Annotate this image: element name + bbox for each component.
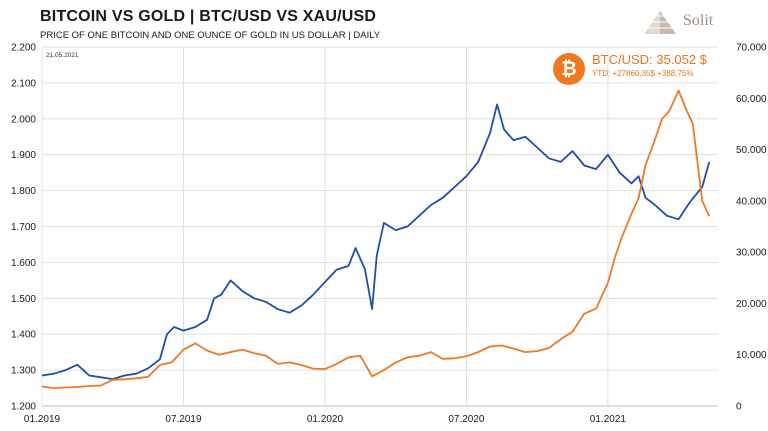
series-lines (41, 89, 711, 390)
right-tick-label: 40.000 (736, 196, 767, 207)
left-tick-label: 1.300 (11, 366, 36, 377)
right-tick-label: 70.000 (736, 43, 767, 54)
left-tick-label: 2.000 (11, 114, 36, 125)
x-tick-label: 07.2020 (448, 414, 485, 425)
right-tick-label: 20.000 (736, 299, 767, 310)
left-tick-label: 1.200 (11, 402, 36, 413)
right-axis: 0 10.000 20.000 30.000 40.000 50.000 60.000 70.… (736, 43, 767, 413)
right-tick-label: 0 (736, 402, 742, 413)
left-tick-label: 1.400 (11, 330, 36, 341)
x-tick-label: 01.2019 (24, 414, 61, 425)
left-tick-label: 1.600 (11, 258, 36, 269)
right-tick-label: 10.000 (736, 350, 767, 361)
solit-logo: Solit (643, 8, 763, 38)
x-tick-label: 01.2020 (307, 414, 344, 425)
bitcoin-icon: ₿ (553, 53, 585, 85)
btc-ytd-label: YTD: +27860,35$ +388,75% (592, 69, 694, 78)
right-tick-label: 50.000 (736, 145, 767, 156)
btc-line (41, 89, 711, 390)
logo-text: Solit (683, 12, 714, 29)
x-axis: 01.2019 07.2019 01.2020 07.2020 01.2021 (24, 414, 626, 425)
chart-subtitle: PRICE OF ONE BITCOIN AND ONE OUNCE OF GO… (40, 30, 381, 41)
x-tick-label: 07.2019 (165, 414, 202, 425)
gold-line (41, 103, 711, 381)
left-tick-label: 1.900 (11, 150, 36, 161)
x-tick-label: 01.2021 (590, 414, 627, 425)
right-tick-label: 60.000 (736, 94, 767, 105)
left-tick-label: 1.500 (11, 294, 36, 305)
pyramid-icon (644, 11, 676, 34)
chart-date: 21.05.2021 (46, 52, 79, 59)
right-tick-label: 30.000 (736, 248, 767, 259)
left-tick-label: 2.100 (11, 78, 36, 89)
left-tick-label: 1.700 (11, 222, 36, 233)
left-tick-label: 2.200 (11, 43, 36, 54)
left-tick-label: 1.800 (11, 186, 36, 197)
btc-price-label: BTC/USD: 35.052 $ (592, 52, 707, 67)
grid (41, 46, 718, 407)
chart-title: BITCOIN VS GOLD | BTC/USD VS XAU/USD (40, 8, 377, 25)
left-axis: 1.200 1.300 1.400 1.500 1.600 1.700 1.800 1.900… (11, 43, 36, 413)
